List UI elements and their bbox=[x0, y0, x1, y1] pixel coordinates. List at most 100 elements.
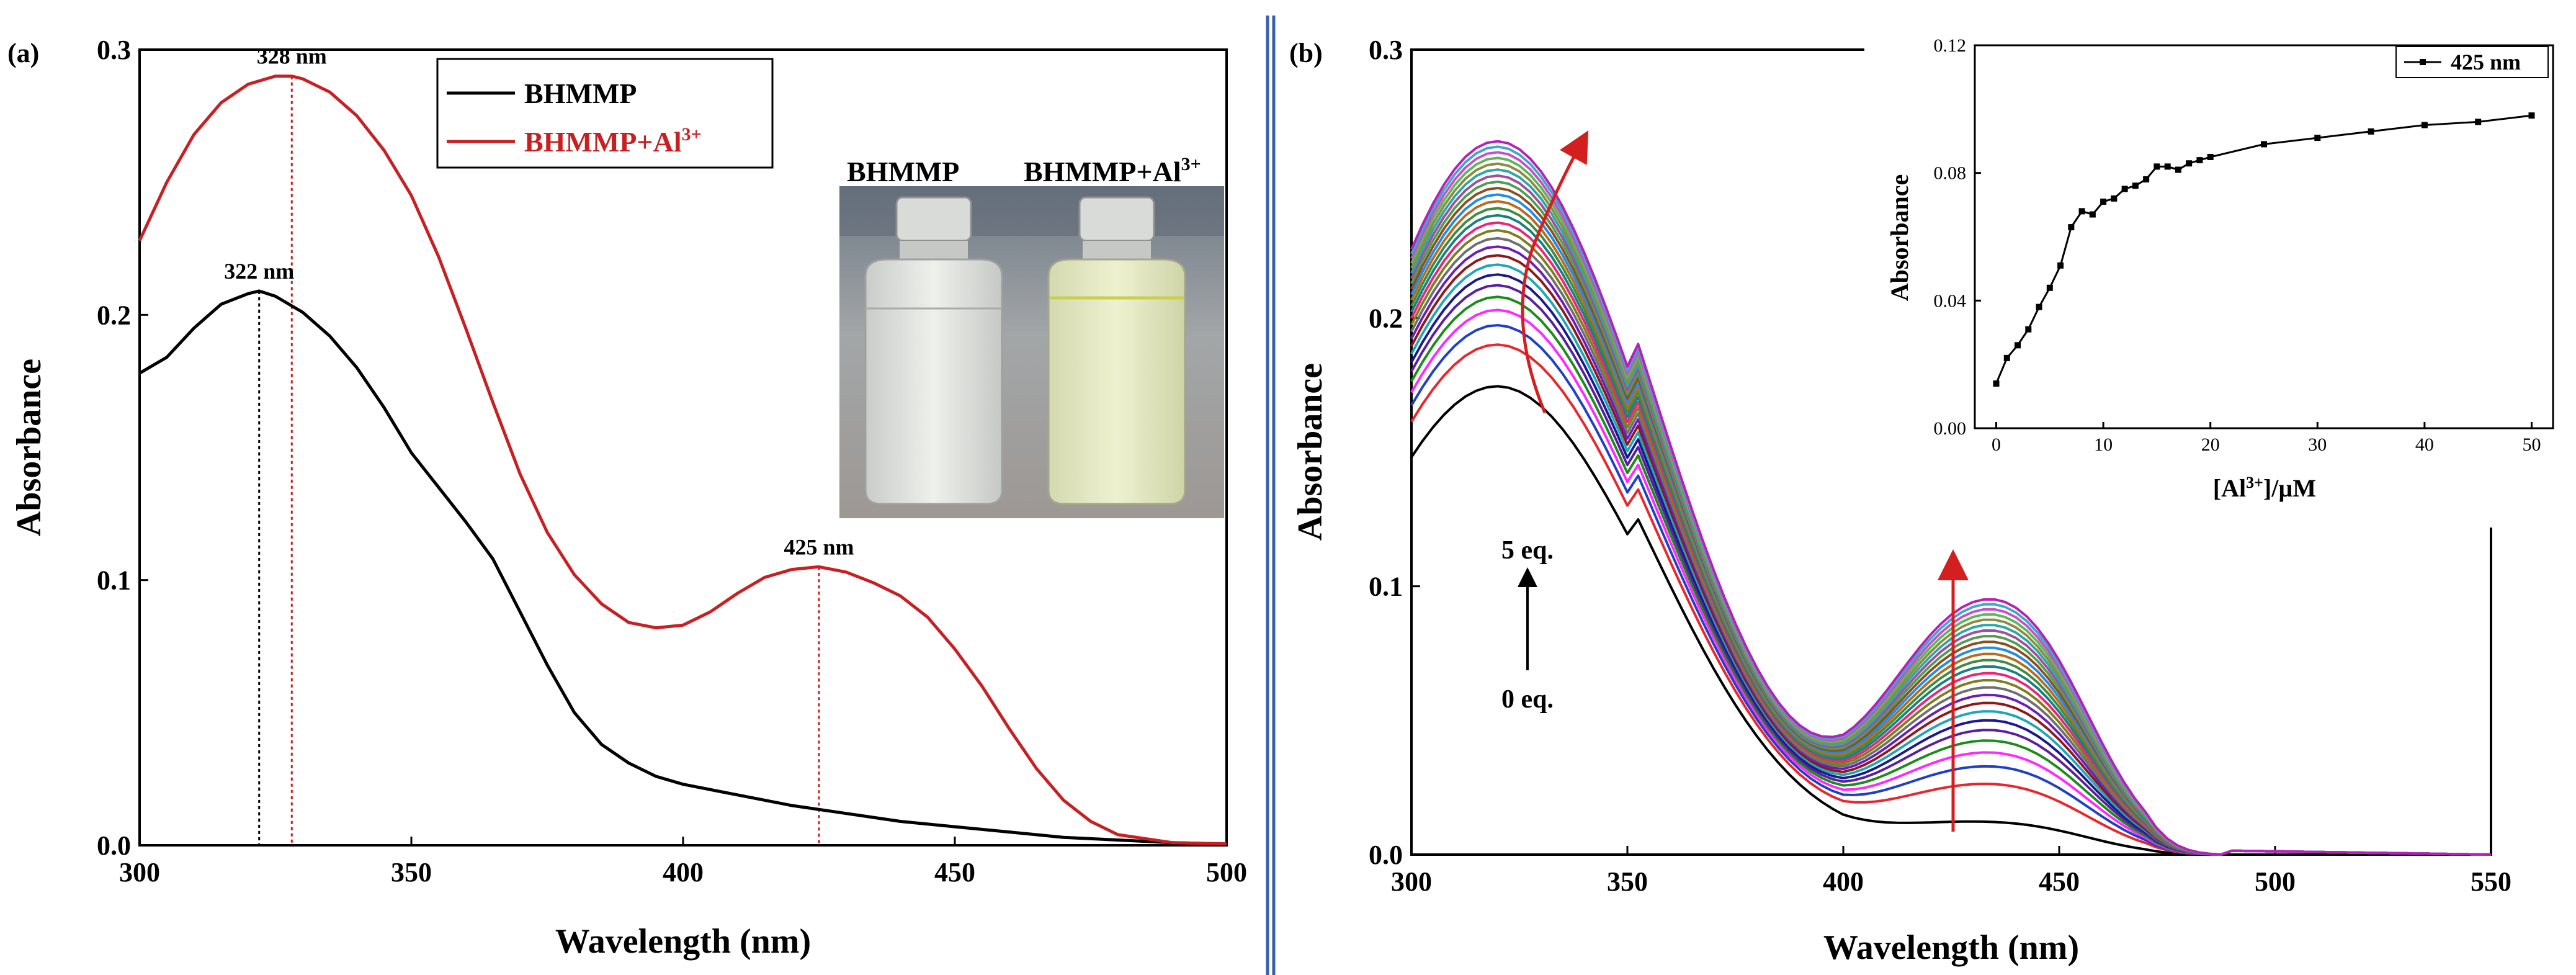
inset-ticks: 0 10 20 30 40 50 0.00 0.04 0.08 0.12 bbox=[1934, 35, 2541, 455]
vial-photo-inset: BHMMP BHMMP+Al3+ bbox=[839, 154, 1224, 518]
panel-a-y-tick-label: 0.3 bbox=[97, 35, 131, 65]
inset-point bbox=[2421, 122, 2428, 128]
inset-point bbox=[1993, 380, 2000, 387]
inset-point bbox=[2143, 176, 2150, 182]
legend-label-bhmmp: BHMMP bbox=[524, 78, 637, 109]
panel-a-x-tick-label: 300 bbox=[119, 857, 160, 887]
panel-b-y-tick-label: 0.0 bbox=[1369, 840, 1403, 870]
inset-point bbox=[2314, 135, 2321, 142]
inset-y-tick-label: 0.04 bbox=[1934, 290, 1967, 311]
panel-b-inset: 0 10 20 30 40 50 0.00 0.04 0.08 0.12 Absorbance [… bbox=[1864, 35, 2559, 528]
panel-a-annotations: 328 nm 322 nm 425 nm bbox=[224, 44, 854, 560]
panel-a-ticks: 300 350 400 450 500 0.0 0.1 0.2 0.3 bbox=[97, 35, 1247, 887]
inset-point bbox=[2078, 208, 2085, 215]
inset-point bbox=[2089, 211, 2096, 218]
panel-b-x-tick-label: 450 bbox=[2039, 866, 2080, 897]
panel-b-x-tick-label: 550 bbox=[2471, 866, 2511, 897]
inset-x-tick-label: 0 bbox=[1992, 434, 2001, 455]
inset-point bbox=[2175, 166, 2181, 173]
peak-annotation: 425 nm bbox=[784, 534, 854, 559]
inset-point bbox=[2153, 163, 2160, 170]
panel-b-y-tick-label: 0.3 bbox=[1369, 35, 1403, 65]
inset-point bbox=[2261, 141, 2267, 148]
panel-a-x-tick-label: 400 bbox=[663, 857, 704, 887]
inset-point bbox=[2057, 262, 2064, 269]
inset-y-axis-label: Absorbance bbox=[1885, 174, 1913, 301]
panel-a-y-tick-label: 0.1 bbox=[97, 565, 131, 596]
inset-x-tick-label: 40 bbox=[2415, 434, 2434, 455]
panel-b-x-tick-label: 300 bbox=[1391, 866, 1432, 897]
panel-b-y-tick-label: 0.1 bbox=[1369, 572, 1403, 602]
panel-a-y-axis-label: Absorbance bbox=[10, 359, 48, 536]
panel-a-series bbox=[138, 74, 1227, 846]
inset-y-tick-label: 0.12 bbox=[1934, 35, 1967, 56]
inset-plot-frame bbox=[1974, 44, 2554, 429]
inset-point bbox=[2164, 163, 2171, 170]
panel-a-x-tick-label: 450 bbox=[934, 857, 975, 887]
series-line-bhmmp-al bbox=[138, 74, 1227, 846]
peak-annotation: 322 nm bbox=[224, 259, 294, 284]
vial-yellow bbox=[1047, 196, 1186, 505]
panel-a-y-tick-label: 0.2 bbox=[97, 300, 131, 330]
panel-a-x-tick-label: 500 bbox=[1206, 857, 1247, 887]
titration-curve bbox=[1410, 140, 2492, 856]
series-line-bhmmp bbox=[138, 289, 1227, 846]
panel-b-titration-series bbox=[1410, 140, 2492, 856]
panel-divider bbox=[1266, 16, 1276, 975]
panel-a-x-axis-label: Wavelength (nm) bbox=[555, 922, 811, 961]
panel-b-x-axis-label: Wavelength (nm) bbox=[1823, 928, 2079, 967]
legend-label-bhmmp-al: BHMMP+Al3+ bbox=[524, 124, 702, 158]
inset-legend-label: 425 nm bbox=[2451, 50, 2521, 74]
inset-point bbox=[2025, 326, 2032, 333]
peak-annotation: 328 nm bbox=[257, 44, 327, 69]
equivalents-indicator: 5 eq. 0 eq. bbox=[1501, 536, 1554, 714]
titration-arrows bbox=[1521, 130, 1969, 832]
panel-b-label: (b) bbox=[1289, 38, 1323, 68]
start-eq-label: 0 eq. bbox=[1501, 685, 1554, 714]
panel-a-legend: BHMMP BHMMP+Al3+ bbox=[436, 58, 774, 169]
panel-b-y-tick-label: 0.2 bbox=[1369, 303, 1403, 333]
legend-box bbox=[436, 58, 774, 169]
inset-y-tick-label: 0.00 bbox=[1934, 418, 1967, 439]
inset-point bbox=[2036, 303, 2042, 310]
vial-clear bbox=[864, 196, 1003, 505]
inset-point bbox=[2196, 157, 2203, 164]
inset-point bbox=[2368, 128, 2374, 135]
inset-x-tick-label: 50 bbox=[2522, 434, 2541, 455]
inset-x-tick-label: 20 bbox=[2201, 434, 2220, 455]
inset-point bbox=[2046, 284, 2053, 291]
panel-a: (a) 300 350 400 450 500 0.0 0.1 0.2 0.3 Waveleng… bbox=[7, 35, 1247, 961]
panel-b-x-tick-label: 500 bbox=[2255, 866, 2296, 897]
inset-point bbox=[2100, 198, 2107, 205]
panel-b-y-axis-label: Absorbance bbox=[1291, 363, 1330, 541]
vial-label-bhmmp: BHMMP bbox=[847, 156, 959, 187]
inset-point bbox=[2015, 342, 2021, 349]
inset-x-tick-label: 10 bbox=[2094, 434, 2113, 455]
inset-point bbox=[2068, 224, 2075, 231]
inset-point bbox=[2475, 119, 2482, 125]
inset-point bbox=[2132, 182, 2139, 189]
inset-point bbox=[2111, 195, 2118, 202]
peak-increase-arrow bbox=[1521, 130, 1589, 413]
panel-a-x-tick-label: 350 bbox=[391, 857, 432, 887]
end-eq-label: 5 eq. bbox=[1501, 536, 1554, 565]
panel-a-y-tick-label: 0.0 bbox=[97, 830, 131, 861]
panel-b-x-tick-label: 350 bbox=[1607, 866, 1648, 897]
inset-x-axis-label: [Al3+]/µM bbox=[2213, 474, 2316, 502]
panel-b-x-tick-label: 400 bbox=[1823, 866, 1864, 897]
panel-a-label: (a) bbox=[7, 38, 39, 68]
inset-legend: 425 nm bbox=[2395, 46, 2549, 78]
inset-x-tick-label: 30 bbox=[2308, 434, 2327, 455]
inset-point bbox=[2528, 112, 2535, 119]
inset-y-tick-label: 0.08 bbox=[1934, 163, 1967, 184]
vial-label-bhmmp-al: BHMMP+Al3+ bbox=[1024, 154, 1201, 187]
inset-point bbox=[2207, 153, 2214, 160]
inset-point bbox=[2121, 186, 2128, 192]
inset-series bbox=[1993, 112, 2535, 387]
inset-point bbox=[2186, 160, 2193, 167]
inset-point bbox=[2003, 354, 2010, 361]
panel-a-peak-droplines bbox=[258, 76, 820, 845]
